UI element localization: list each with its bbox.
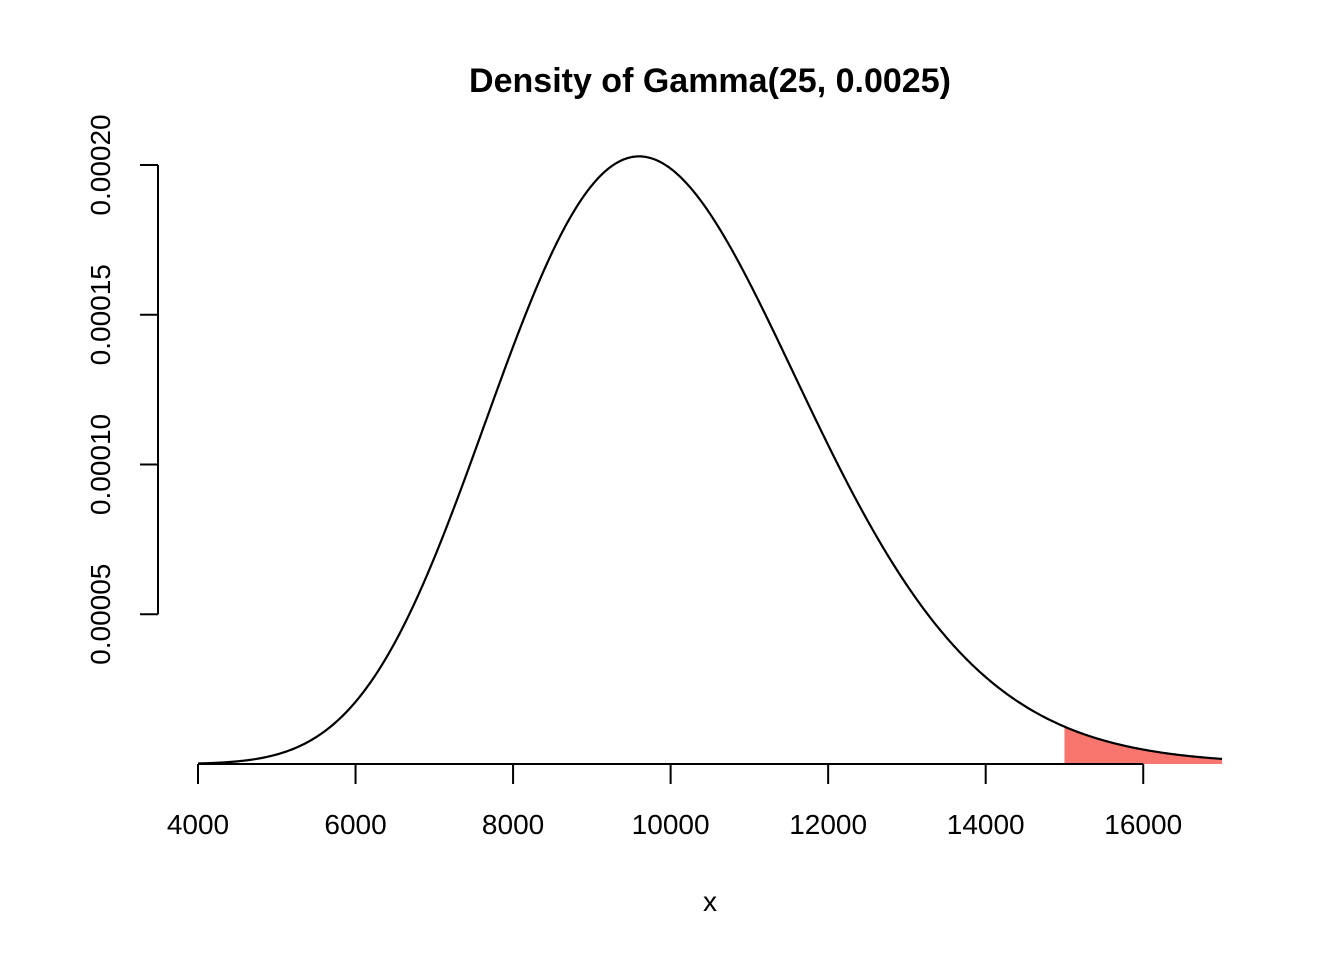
y-tick-label: 0.00005 [85,564,116,665]
x-axis-title: x [703,886,717,917]
y-tick-label: 0.00015 [85,264,116,365]
density-curve [197,155,1223,765]
x-tick-label: 6000 [324,809,386,840]
x-tick-label: 14000 [947,809,1025,840]
x-tick-label: 12000 [789,809,867,840]
plot-area [197,155,1223,765]
x-axis: 4000 6000 8000 10000 12000 14000 16000 [167,763,1182,840]
x-tick-label: 10000 [632,809,710,840]
y-axis: 0.00005 0.00010 0.00015 0.00020 [85,114,159,665]
y-tick-label: 0.00010 [85,414,116,515]
x-tick-label: 16000 [1104,809,1182,840]
x-tick-label: 4000 [167,809,229,840]
y-tick-label: 0.00020 [85,114,116,215]
x-tick-label: 8000 [482,809,544,840]
chart-title: Density of Gamma(25, 0.0025) [469,62,951,100]
shaded-tail-region [1064,726,1222,764]
